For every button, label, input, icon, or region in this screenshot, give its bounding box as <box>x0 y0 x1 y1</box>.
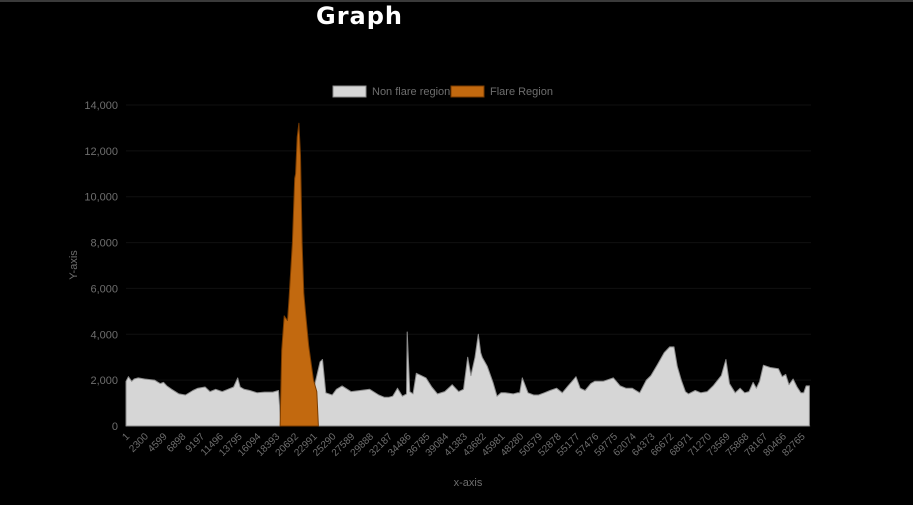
y-tick-label: 2,000 <box>90 375 118 387</box>
flare-area <box>279 122 319 427</box>
x-axis-title: x-axis <box>454 477 483 489</box>
x-tick-label: 1 <box>120 431 132 443</box>
non-flare-area <box>125 331 810 427</box>
page-title: Graph <box>316 2 403 30</box>
y-tick-label: 14,000 <box>84 100 118 112</box>
y-tick-label: 6,000 <box>90 283 118 295</box>
chart-legend: Non flare region Flare Region <box>332 85 553 98</box>
x-tick-label: 6898 <box>165 431 189 455</box>
y-tick-label: 0 <box>112 421 118 433</box>
top-border <box>0 0 913 2</box>
x-tick-label: 2300 <box>127 431 151 455</box>
x-tick-label: 4599 <box>146 431 170 455</box>
y-axis-title: Y-axis <box>68 250 80 280</box>
legend-label-non-flare[interactable]: Non flare region <box>372 86 450 98</box>
x-tick-labels: 1230045996898919711496137951609418393206… <box>120 431 808 459</box>
legend-swatch-non-flare[interactable] <box>332 85 367 98</box>
y-tick-label: 4,000 <box>90 329 118 341</box>
legend-label-flare[interactable]: Flare Region <box>490 86 553 98</box>
y-tick-label: 8,000 <box>90 238 118 250</box>
y-tick-labels: 0 2,000 4,000 6,000 8,000 10,000 12,000 14,000 <box>84 100 118 433</box>
plot-area <box>125 122 810 427</box>
y-tick-label: 12,000 <box>84 146 118 158</box>
legend-swatch-flare[interactable] <box>450 85 485 98</box>
y-tick-label: 10,000 <box>84 192 118 204</box>
